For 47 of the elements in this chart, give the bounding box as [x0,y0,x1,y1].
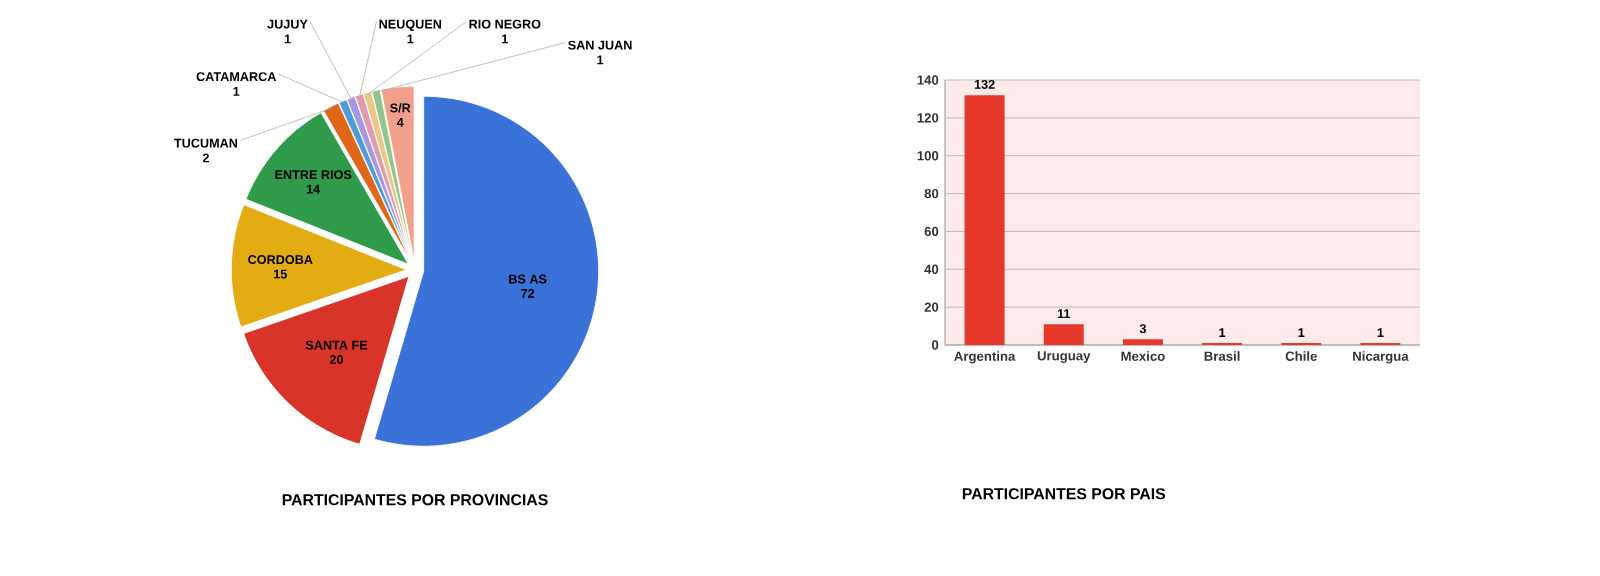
x-tick-label: Nicargua [1353,351,1409,364]
y-tick-label: 40 [924,264,939,274]
bar [1043,324,1084,345]
x-tick-label: Argentina [954,351,1016,364]
y-tick-label: 0 [931,340,939,350]
bar [964,95,1005,345]
data-label: 20 [329,355,344,364]
data-label: 1 [1298,328,1305,337]
bar [1122,339,1163,345]
slice-label: SAN JUAN [568,40,632,50]
data-label: 3 [1139,324,1146,334]
text: PARTICIPANTES POR PROVINCIAS [282,494,548,506]
y-tick-label: 120 [917,113,939,123]
data-label: 14 [306,184,321,194]
data-label: 11 [1057,309,1071,318]
data-label: 132 [974,79,995,89]
text: PARTICIPANTES POR PAIS [962,488,1166,500]
slice-label: SANTA FE [305,340,368,350]
data-label: 1 [1377,328,1384,337]
slice-label: CORDOBA [248,255,313,265]
data-label: 1 [502,34,508,44]
data-label: 1 [1219,328,1226,337]
x-tick-label: Uruguay [1037,351,1091,364]
data-label: 1 [233,87,240,96]
slice-label: JUJUY [267,19,308,29]
slice-label: RIO NEGRO [469,19,541,29]
slice-label: BS AS [509,274,547,284]
y-tick-label: 20 [924,302,939,312]
y-tick-label: 80 [924,188,939,199]
data-label: 2 [202,153,209,163]
slice-label: CATAMARCA [196,72,277,82]
data-label: 1 [284,34,291,44]
data-label: 72 [521,288,535,298]
slice-label: TUCUMAN [174,138,238,148]
data-label: 1 [597,55,604,65]
y-tick-label: 100 [917,151,939,161]
y-tick-label: 60 [924,226,939,237]
slice-label: ENTRE RIOS [275,170,352,180]
data-label: 1 [407,34,414,44]
slice-label: S/R [390,103,411,113]
data-label: 4 [396,118,404,127]
slice-label: NEUQUEN [379,19,442,31]
x-tick-label: Brasil [1204,351,1240,361]
data-label: 15 [274,269,287,279]
y-tick-label: 140 [917,75,939,85]
x-tick-label: Mexico [1121,351,1165,361]
x-tick-label: Chile [1285,351,1317,361]
